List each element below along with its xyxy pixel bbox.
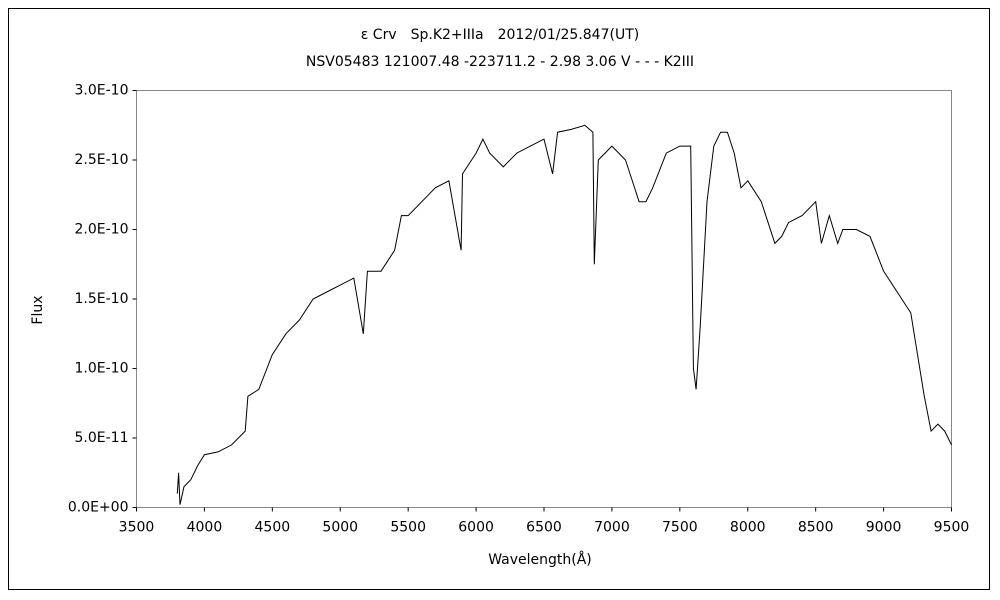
x-tick-label: 8000 bbox=[730, 520, 766, 536]
x-tick-label: 9000 bbox=[866, 520, 902, 536]
x-tick-label: 5000 bbox=[322, 520, 358, 536]
y-tick-label: 5.0E-11 bbox=[75, 430, 129, 446]
x-tick-label: 5500 bbox=[390, 520, 426, 536]
chart-border bbox=[8, 8, 990, 590]
chart-title: ε Crv Sp.K2+IIIa 2012/01/25.847(UT) bbox=[361, 27, 639, 43]
x-tick-label: 8500 bbox=[798, 520, 834, 536]
x-tick-label: 3500 bbox=[119, 520, 155, 536]
x-tick-label: 4000 bbox=[187, 520, 223, 536]
x-tick-label: 6000 bbox=[458, 520, 494, 536]
y-axis-label: Flux bbox=[30, 295, 46, 324]
x-tick-label: 7000 bbox=[594, 520, 630, 536]
y-tick-label: 2.0E-10 bbox=[75, 222, 129, 238]
x-tick-label: 7500 bbox=[662, 520, 698, 536]
y-tick-label: 1.5E-10 bbox=[75, 291, 129, 307]
x-tick-label: 6500 bbox=[526, 520, 562, 536]
x-axis-label: Wavelength(Å) bbox=[488, 551, 592, 568]
chart-subtitle: NSV05483 121007.48 -223711.2 - 2.98 3.06… bbox=[306, 54, 694, 70]
x-tick-label: 9500 bbox=[934, 520, 970, 536]
spectrum-line bbox=[176, 124, 952, 505]
y-tick-label: 2.5E-10 bbox=[75, 152, 129, 168]
y-tick-label: 3.0E-10 bbox=[75, 83, 129, 99]
y-tick-label: 1.0E-10 bbox=[75, 361, 129, 377]
x-tick-label: 4500 bbox=[255, 520, 291, 536]
y-tick-label: 0.0E+00 bbox=[68, 500, 129, 516]
